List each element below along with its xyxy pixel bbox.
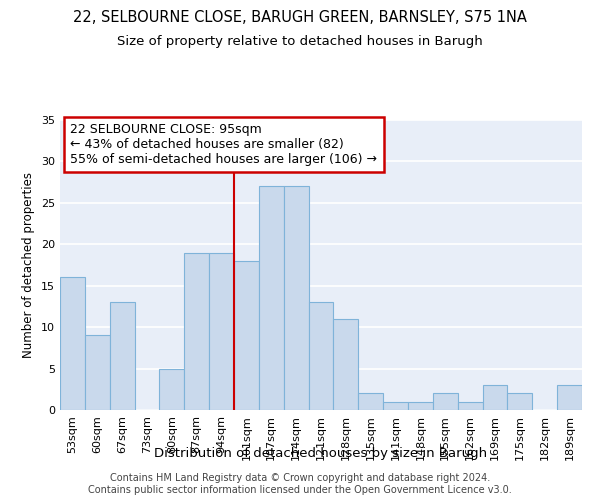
Bar — [408, 402, 433, 410]
Bar — [308, 302, 334, 410]
Bar — [284, 186, 308, 410]
Bar — [358, 394, 383, 410]
Text: 22 SELBOURNE CLOSE: 95sqm
← 43% of detached houses are smaller (82)
55% of semi-: 22 SELBOURNE CLOSE: 95sqm ← 43% of detac… — [70, 123, 377, 166]
Bar — [433, 394, 458, 410]
Bar — [334, 319, 358, 410]
Text: Distribution of detached houses by size in Barugh: Distribution of detached houses by size … — [154, 448, 488, 460]
Bar — [184, 252, 209, 410]
Text: Contains HM Land Registry data © Crown copyright and database right 2024.
Contai: Contains HM Land Registry data © Crown c… — [88, 474, 512, 495]
Bar — [110, 302, 134, 410]
Bar — [234, 261, 259, 410]
Text: 22, SELBOURNE CLOSE, BARUGH GREEN, BARNSLEY, S75 1NA: 22, SELBOURNE CLOSE, BARUGH GREEN, BARNS… — [73, 10, 527, 25]
Bar — [60, 278, 85, 410]
Bar — [209, 252, 234, 410]
Bar — [259, 186, 284, 410]
Text: Size of property relative to detached houses in Barugh: Size of property relative to detached ho… — [117, 35, 483, 48]
Y-axis label: Number of detached properties: Number of detached properties — [22, 172, 35, 358]
Bar — [85, 336, 110, 410]
Bar — [458, 402, 482, 410]
Bar — [160, 368, 184, 410]
Bar — [508, 394, 532, 410]
Bar — [383, 402, 408, 410]
Bar — [557, 385, 582, 410]
Bar — [482, 385, 508, 410]
